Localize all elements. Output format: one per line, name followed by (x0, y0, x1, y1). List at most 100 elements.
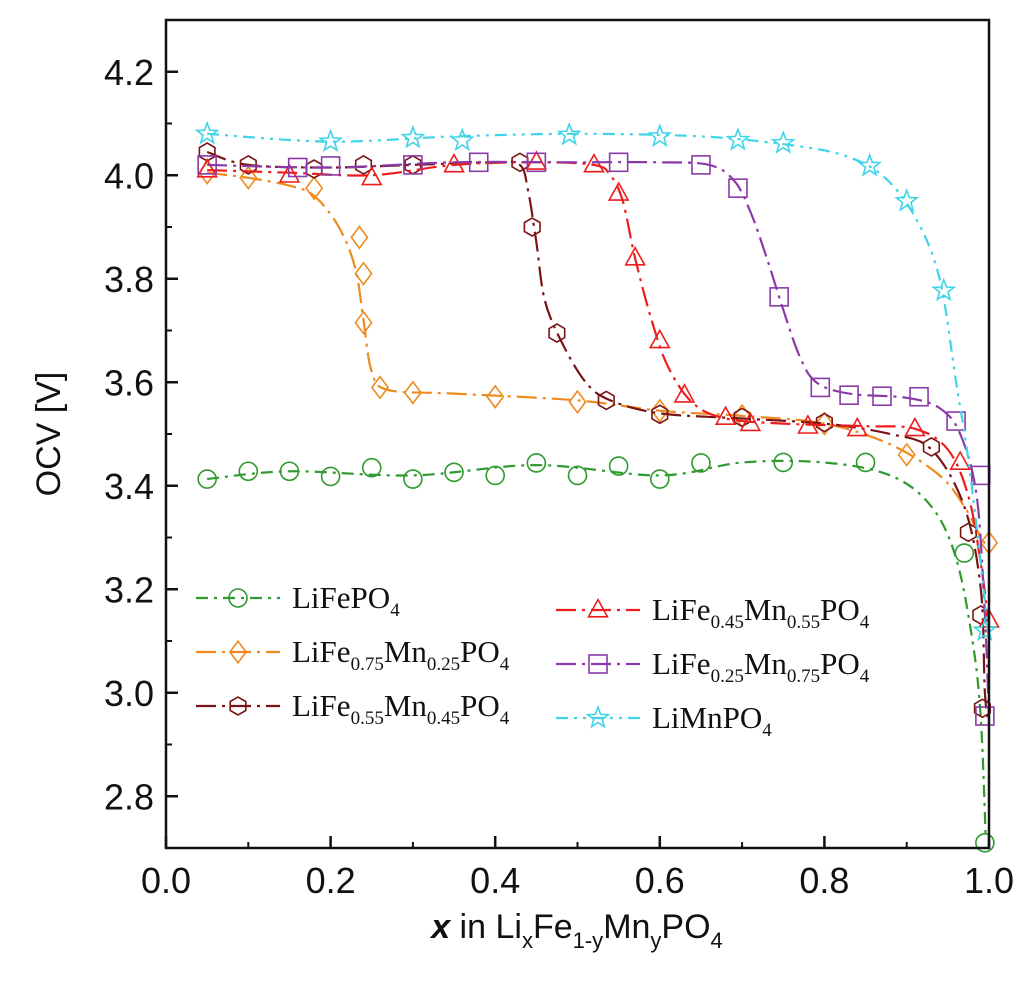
data-point-0-4 (361, 457, 382, 478)
data-point-4-7 (691, 155, 711, 175)
legend-label-part: 0.55 (787, 612, 820, 633)
x-axis-title-sub4: 4 (711, 928, 723, 953)
data-point-5-4 (556, 121, 582, 146)
data-point-3-15 (949, 450, 971, 471)
legend-label-part: PO (460, 688, 500, 723)
data-point-1-6 (370, 375, 390, 400)
data-point-2-6 (523, 217, 541, 237)
y-tick-label-4: 3.6 (104, 362, 154, 403)
data-point-5-9 (894, 187, 920, 212)
legend-entry-3: LiFe0.45Mn0.55PO4 (556, 592, 870, 633)
x-tick-label-5: 1.0 (964, 860, 1014, 901)
data-point-4-6 (608, 152, 629, 173)
y-tick-label-7: 4.2 (104, 52, 154, 93)
data-point-5-7 (770, 130, 796, 154)
legend-label-part: LiFe (652, 592, 711, 627)
data-point-3-13 (846, 416, 869, 437)
legend-label-5: LiMnPO4 (652, 700, 772, 741)
data-point-1-5 (354, 310, 373, 335)
data-point-4-0 (197, 155, 217, 175)
data-point-1-9 (568, 389, 587, 415)
legend-label-4: LiFe0.25Mn0.75PO4 (652, 646, 870, 687)
data-point-0-8 (526, 453, 547, 473)
data-point-0-16 (975, 833, 995, 853)
x-tick-label-4: 0.8 (799, 860, 849, 901)
y-tick-label-5: 3.8 (104, 259, 154, 300)
data-point-3-8 (648, 328, 671, 349)
data-point-4-5 (526, 152, 547, 173)
data-point-0-14 (855, 452, 876, 473)
data-point-5-11 (972, 617, 998, 642)
x-axis-title-var: x (429, 908, 452, 946)
data-point-0-1 (238, 461, 259, 482)
data-point-5-6 (725, 127, 751, 151)
legend-label-part: LiFe (292, 688, 351, 723)
data-point-2-12 (922, 436, 941, 457)
legend-marker-3 (587, 597, 609, 618)
data-point-2-11 (815, 412, 834, 433)
data-point-5-3 (449, 127, 475, 152)
data-point-3-1 (278, 163, 301, 183)
data-point-0-10 (608, 456, 629, 476)
legend-label-part: 4 (860, 612, 870, 633)
data-point-2-7 (548, 323, 566, 344)
legend-label-part: 0.25 (711, 666, 744, 687)
data-point-4-1 (287, 157, 308, 178)
y-tick-label-2: 3.2 (104, 569, 154, 610)
legend-label-part: Mn (384, 688, 428, 723)
x-axis-title-sub2: 1-y (573, 928, 604, 953)
data-point-5-5 (647, 123, 673, 148)
legend-marker-5 (585, 704, 611, 729)
data-point-3-14 (904, 416, 926, 437)
legend-marker-2 (229, 696, 247, 716)
series-line-4 (207, 160, 991, 719)
legend-label-1: LiFe0.75Mn0.25PO4 (292, 634, 510, 675)
data-point-1-13 (897, 442, 916, 467)
data-point-5-8 (857, 152, 883, 177)
legend-label-part: 4 (500, 708, 510, 729)
data-point-2-3 (354, 154, 373, 175)
series-line-1 (207, 171, 990, 549)
legend-label-part: Mn (744, 592, 788, 627)
legend-label-part: LiFePO (292, 580, 390, 615)
x-axis-title-sub1: x (522, 928, 533, 953)
legend-label-part: 4 (390, 600, 400, 621)
data-point-5-1 (318, 128, 344, 153)
legend-label-2: LiFe0.55Mn0.45PO4 (292, 688, 510, 729)
data-point-0-6 (444, 462, 464, 483)
data-point-1-12 (815, 411, 834, 436)
legend-label-part: 0.45 (427, 708, 460, 729)
data-point-4-10 (810, 377, 831, 398)
data-point-3-0 (196, 158, 218, 178)
legend-label-part: 4 (500, 654, 510, 675)
legend-entry-2: LiFe0.55Mn0.45PO4 (196, 688, 510, 729)
legend-label-part: LiFe (292, 634, 351, 669)
legend-label-part: Mn (744, 646, 788, 681)
data-point-0-9 (567, 465, 588, 486)
series-line-5 (207, 132, 991, 642)
data-point-1-8 (486, 384, 505, 409)
data-point-4-16 (975, 706, 995, 726)
legend-entry-4: LiFe0.25Mn0.75PO4 (556, 646, 870, 687)
data-point-5-2 (400, 124, 426, 149)
data-point-0-7 (485, 465, 506, 486)
data-point-4-11 (839, 385, 859, 405)
y-tick-label-3: 3.4 (104, 466, 154, 507)
y-tick-label-1: 3.0 (104, 673, 154, 714)
data-point-3-2 (360, 165, 383, 186)
data-point-3-4 (525, 150, 548, 170)
data-point-4-3 (403, 155, 423, 175)
series-4 (197, 152, 995, 726)
x-tick-label-0: 0.0 (141, 860, 191, 901)
legend-label-part: PO (820, 592, 860, 627)
x-axis-title: x in LixFe1-yMnyPO4 (429, 908, 723, 953)
data-point-0-0 (197, 469, 217, 489)
y-tick-label-0: 2.8 (104, 776, 154, 817)
legend-label-part: LiFe (652, 646, 711, 681)
series-line-3 (207, 161, 991, 626)
data-point-0-12 (691, 453, 711, 473)
data-point-3-12 (797, 414, 819, 434)
legend-label-0: LiFePO4 (292, 580, 400, 621)
data-point-4-2 (320, 156, 341, 176)
